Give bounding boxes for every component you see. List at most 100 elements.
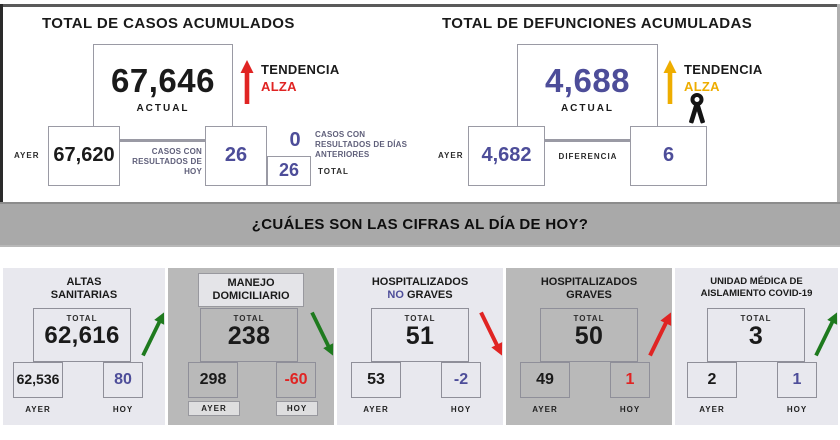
hoy-box: 1 (777, 362, 817, 398)
ayer-label: AYER (363, 405, 389, 414)
cases-anteriores-value: 0 (289, 129, 301, 151)
cases-panel-title: TOTAL DE CASOS ACUMULADOS (42, 15, 295, 32)
total-value: 238 (227, 322, 271, 350)
deaths-panel-title: TOTAL DE DEFUNCIONES ACUMULADAS (442, 15, 753, 32)
deaths-actual-label: ACTUAL (560, 103, 615, 114)
total-value: 50 (574, 322, 604, 350)
total-box: TOTAL 238 (200, 308, 298, 362)
total-box: TOTAL 62,616 (33, 308, 131, 362)
card-title: ALTAS SANITARIAS (50, 276, 118, 301)
deaths-ayer-box: 4,682 (468, 126, 545, 186)
card-hospitalizados-graves: HOSPITALIZADOS GRAVES TOTAL 50 49 1 AYER… (506, 268, 672, 425)
hoy-label: HOY (276, 401, 318, 416)
hoy-label: HOY (112, 405, 134, 414)
hoy-label: HOY (450, 405, 472, 414)
ayer-value: 49 (536, 371, 554, 388)
trend-up-arrow-red-icon (240, 60, 254, 104)
question-band: ¿CUÁLES SON LAS CIFRAS AL DÍA DE HOY? (0, 202, 840, 247)
question-text: ¿CUÁLES SON LAS CIFRAS AL DÍA DE HOY? (251, 216, 589, 233)
trend-up-red-arrow-icon (648, 312, 672, 357)
cases-trend-label: TENDENCIA (261, 62, 340, 77)
cases-mid-label: CASOS CON RESULTADOS DE HOY (132, 147, 202, 176)
hoy-value: 1 (792, 371, 802, 388)
hoy-box: 80 (103, 362, 143, 398)
right-border (837, 4, 840, 203)
deaths-actual-value: 4,688 (544, 62, 631, 99)
total-label: TOTAL (404, 314, 436, 323)
total-value: 3 (748, 322, 764, 350)
cases-hoy-box: 26 (205, 126, 267, 186)
deaths-diff-box: 6 (630, 126, 707, 186)
deaths-ayer-value: 4,682 (481, 144, 532, 166)
ayer-box: 298 (188, 362, 238, 398)
cases-actual-label: ACTUAL (136, 103, 190, 114)
deaths-ayer-label: AYER (438, 151, 464, 160)
ayer-value: 62,536 (16, 371, 60, 387)
cases-ayer-box: 67,620 (48, 126, 120, 186)
total-label: TOTAL (740, 314, 772, 323)
total-box: TOTAL 51 (371, 308, 469, 362)
top-border (0, 4, 840, 7)
ayer-label: AYER (532, 405, 558, 414)
deaths-diff-value: 6 (662, 144, 675, 166)
cases-ayer-label: AYER (14, 151, 40, 160)
ayer-label: AYER (25, 405, 51, 414)
cases-total-box: 26 (267, 156, 311, 186)
card-manejo-domiciliario: MANEJO DOMICILIARIO TOTAL 238 298 -60 AY… (168, 268, 334, 425)
deaths-connector-line (544, 139, 631, 141)
hoy-value: -60 (284, 371, 308, 388)
total-box: TOTAL 3 (707, 308, 805, 362)
deaths-actual-box: 4,688 ACTUAL (517, 44, 658, 142)
ayer-box: 49 (520, 362, 570, 398)
ayer-value: 53 (367, 371, 385, 388)
cases-actual-box: 67,646 ACTUAL (93, 44, 233, 142)
total-label: TOTAL (573, 314, 605, 323)
cases-total-label: TOTAL (318, 167, 349, 176)
title-accent: NO (387, 289, 404, 301)
trend-down-red-arrow-icon (479, 311, 503, 356)
ayer-box: 53 (351, 362, 401, 398)
trend-up-green-arrow-icon (814, 312, 838, 357)
trend-up-green-arrow-icon (141, 312, 165, 357)
cases-anteriores-label: CASOS CON RESULTADOS DE DÍAS ANTERIORES (315, 130, 408, 159)
hoy-label: HOY (619, 405, 641, 414)
hoy-box: -2 (441, 362, 481, 398)
cases-actual-value: 67,646 (111, 62, 215, 99)
ayer-value: 298 (199, 371, 227, 388)
card-hospitalizados-no-graves: HOSPITALIZADOS NO GRAVES TOTAL 51 53 -2 … (337, 268, 503, 425)
cases-ayer-value: 67,620 (53, 144, 115, 166)
card-title: HOSPITALIZADOS GRAVES (540, 276, 638, 301)
hoy-value: 80 (114, 371, 132, 388)
hoy-box: 1 (610, 362, 650, 398)
total-label: TOTAL (233, 314, 265, 323)
hoy-box: -60 (276, 362, 316, 398)
ayer-box: 62,536 (13, 362, 63, 398)
cases-total-value: 26 (278, 160, 300, 180)
hoy-value: -2 (453, 371, 469, 388)
trend-up-arrow-gold-icon (663, 60, 677, 104)
cases-connector-line (119, 139, 206, 141)
left-border (0, 4, 3, 203)
card-altas-sanitarias: ALTAS SANITARIAS TOTAL 62,616 62,536 80 … (3, 268, 165, 425)
total-value: 62,616 (44, 322, 120, 349)
ayer-label: AYER (699, 405, 725, 414)
card-title: HOSPITALIZADOS NO GRAVES (371, 276, 469, 301)
ayer-value: 2 (707, 371, 717, 388)
trend-down-green-arrow-icon (310, 311, 334, 356)
deaths-mid-label: DIFERENCIA (558, 152, 618, 161)
ayer-label: AYER (188, 401, 240, 416)
total-value: 51 (405, 322, 435, 350)
hoy-label: HOY (786, 405, 808, 414)
card-title: UNIDAD MÉDICA DE AISLAMIENTO COVID-19 (700, 276, 813, 299)
total-label: TOTAL (66, 314, 98, 323)
cases-hoy-value: 26 (224, 144, 248, 166)
cases-trend-value: ALZA (261, 79, 297, 94)
mourning-ribbon-icon (689, 93, 705, 124)
deaths-trend-label: TENDENCIA (684, 62, 763, 77)
deaths-trend-value: ALZA (684, 79, 720, 94)
ayer-box: 2 (687, 362, 737, 398)
total-box: TOTAL 50 (540, 308, 638, 362)
hoy-value: 1 (625, 371, 635, 388)
card-unidad-medica-aislamiento: UNIDAD MÉDICA DE AISLAMIENTO COVID-19 TO… (675, 268, 838, 425)
